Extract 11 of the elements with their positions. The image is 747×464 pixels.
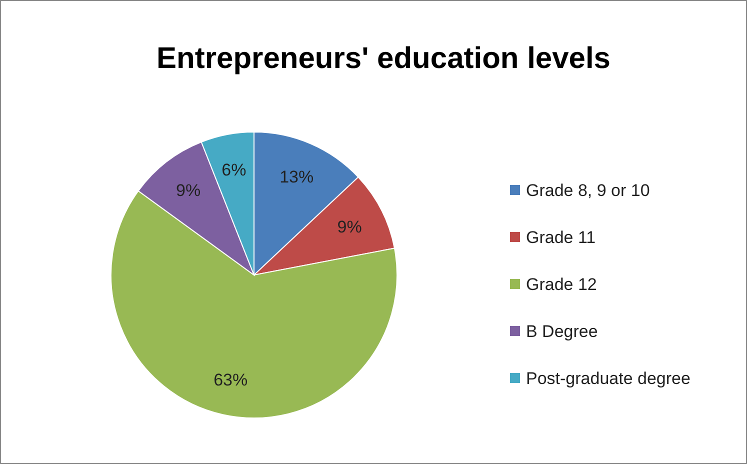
legend-label: B Degree (526, 322, 598, 341)
legend-label: Grade 11 (526, 228, 596, 247)
data-label: 6% (222, 160, 246, 180)
legend-label: Grade 12 (526, 274, 597, 294)
data-label: 9% (176, 181, 201, 200)
chart-title: Entrepreneurs' education levels (156, 42, 610, 75)
data-label: 63% (214, 370, 248, 390)
data-label: 9% (337, 217, 362, 236)
legend-label: Grade 8, 9 or 10 (526, 180, 650, 200)
legend-label: Post-graduate degree (526, 368, 690, 388)
data-label: 13% (280, 168, 314, 187)
